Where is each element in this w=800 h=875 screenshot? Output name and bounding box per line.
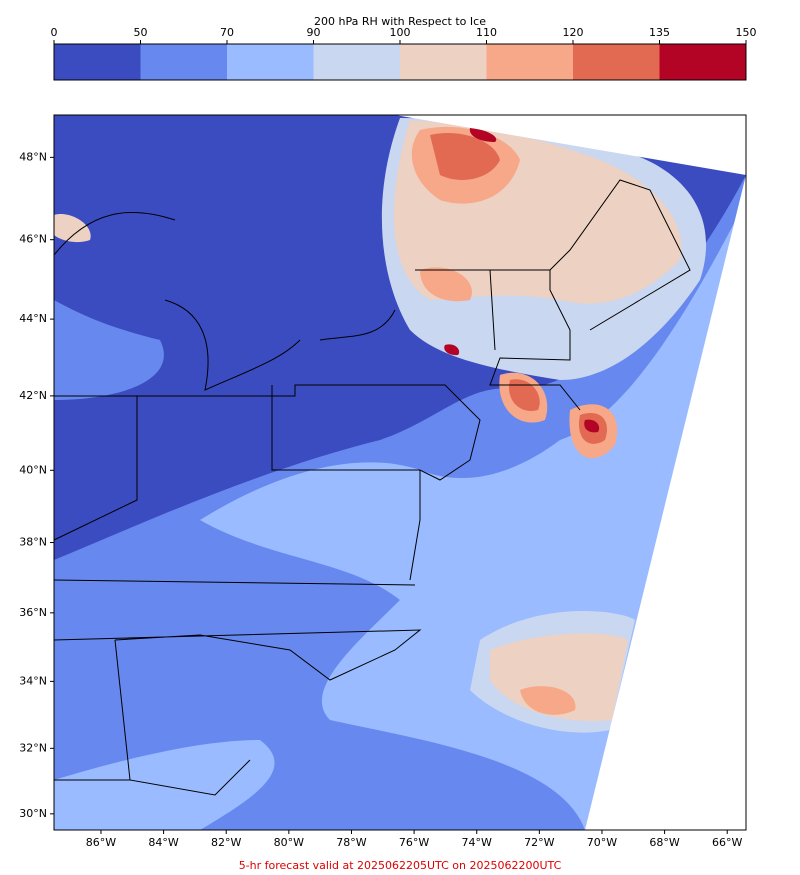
colorbar-tick-label: 70 <box>220 26 234 39</box>
colorbar-segment <box>486 44 573 80</box>
y-tick-label: 42°N <box>19 389 47 402</box>
colorbar-segment <box>140 44 227 80</box>
map-field <box>53 114 747 831</box>
colorbar-segment <box>573 44 660 80</box>
colorbar-segment <box>54 44 141 80</box>
forecast-footer: 5-hr forecast valid at 2025062205UTC on … <box>239 859 562 872</box>
x-tick-label: 70°W <box>587 836 617 849</box>
y-tick-label: 46°N <box>19 233 47 246</box>
colorbar-tick-label: 50 <box>134 26 148 39</box>
colorbar-tick-label: 110 <box>476 26 497 39</box>
x-tick-label: 84°W <box>148 836 178 849</box>
x-tick-label: 74°W <box>462 836 492 849</box>
colorbar-title: 200 hPa RH with Respect to Ice <box>314 15 486 28</box>
state-borders <box>53 179 691 796</box>
field-band <box>411 126 618 715</box>
y-tick-label: 34°N <box>19 674 47 687</box>
y-tick-label: 44°N <box>19 312 47 325</box>
x-tick-label: 82°W <box>211 836 241 849</box>
colorbar-tick-label: 100 <box>390 26 411 39</box>
outside-domain <box>395 115 746 830</box>
y-tick-label: 38°N <box>19 536 47 549</box>
map-axes: 86°W 84°W 82°W 80°W 78°W 76°W 74°W 72°W 70°W 68°W… <box>19 150 742 849</box>
x-tick-label: 68°W <box>649 836 679 849</box>
x-tick-label: 86°W <box>86 836 116 849</box>
y-tick-label: 30°N <box>19 807 47 820</box>
y-tick-label: 40°N <box>19 463 47 476</box>
colorbar-tick-label: 135 <box>649 26 670 39</box>
colorbar-tick-label: 0 <box>51 26 58 39</box>
colorbar-tick-label: 150 <box>736 26 757 39</box>
y-tick-label: 36°N <box>19 606 47 619</box>
colorbar-tick-label: 120 <box>563 26 584 39</box>
colorbar-segment <box>227 44 314 80</box>
colorbar: 0 50 70 90 100 110 120 135 150 <box>51 26 757 81</box>
y-tick-label: 32°N <box>19 741 47 754</box>
x-tick-label: 80°W <box>274 836 304 849</box>
map-frame <box>53 114 747 831</box>
colorbar-segment <box>313 44 400 80</box>
field-band <box>54 214 91 243</box>
field-band <box>54 740 275 830</box>
x-tick-label: 66°W <box>712 836 742 849</box>
y-tick-label: 48°N <box>19 150 47 163</box>
colorbar-tick-label: 90 <box>307 26 321 39</box>
x-tick-label: 72°W <box>524 836 554 849</box>
field-band <box>430 132 608 444</box>
field-band <box>54 300 164 400</box>
colorbar-segment <box>400 44 487 80</box>
colorbar-segment <box>659 44 746 80</box>
x-tick-label: 78°W <box>336 836 366 849</box>
x-tick-label: 76°W <box>399 836 429 849</box>
